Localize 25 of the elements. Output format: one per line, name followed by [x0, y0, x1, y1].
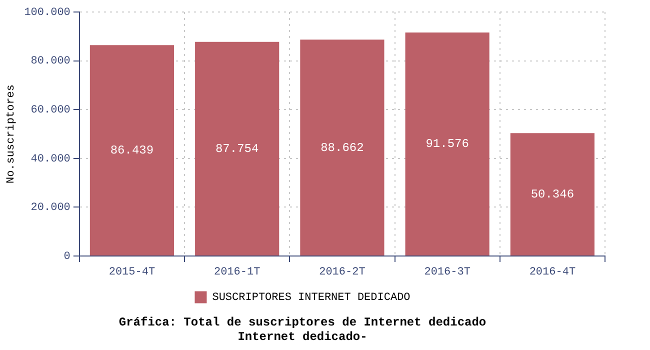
- legend-label: SUSCRIPTORES INTERNET DEDICADO: [212, 292, 411, 304]
- y-axis-title: No.suscriptores: [6, 84, 18, 184]
- x-tick-label: 2016-4T: [529, 266, 576, 279]
- text: Internet dedicado-: [238, 330, 368, 344]
- x-tick-label: 2016-2T: [319, 266, 366, 279]
- x-tick-label: 2016-3T: [424, 266, 471, 279]
- bar: [300, 40, 384, 256]
- bar: [405, 32, 490, 256]
- data-label: 88.662: [320, 140, 364, 155]
- bar: [195, 42, 280, 256]
- bar: [90, 45, 174, 256]
- data-label: 87.754: [215, 142, 259, 156]
- x-tick-label: 2016-1T: [214, 266, 261, 279]
- y-tick-label: 100.000: [24, 6, 70, 19]
- y-tick-label: 0: [64, 250, 70, 263]
- y-tick-label: 60.000: [30, 104, 70, 117]
- data-label: 50.346: [530, 188, 574, 202]
- text: Gráfica: Total de suscriptores de Internet dedicado: [118, 315, 486, 330]
- bar: [510, 133, 594, 256]
- data-label: 91.576: [426, 137, 469, 152]
- y-tick-label: 80.000: [30, 56, 70, 68]
- y-tick-label: 20.000: [30, 202, 70, 214]
- x-tick-label: 2015-4T: [108, 266, 156, 279]
- y-tick-label: 40.000: [30, 153, 70, 166]
- data-label: 86.439: [110, 143, 154, 158]
